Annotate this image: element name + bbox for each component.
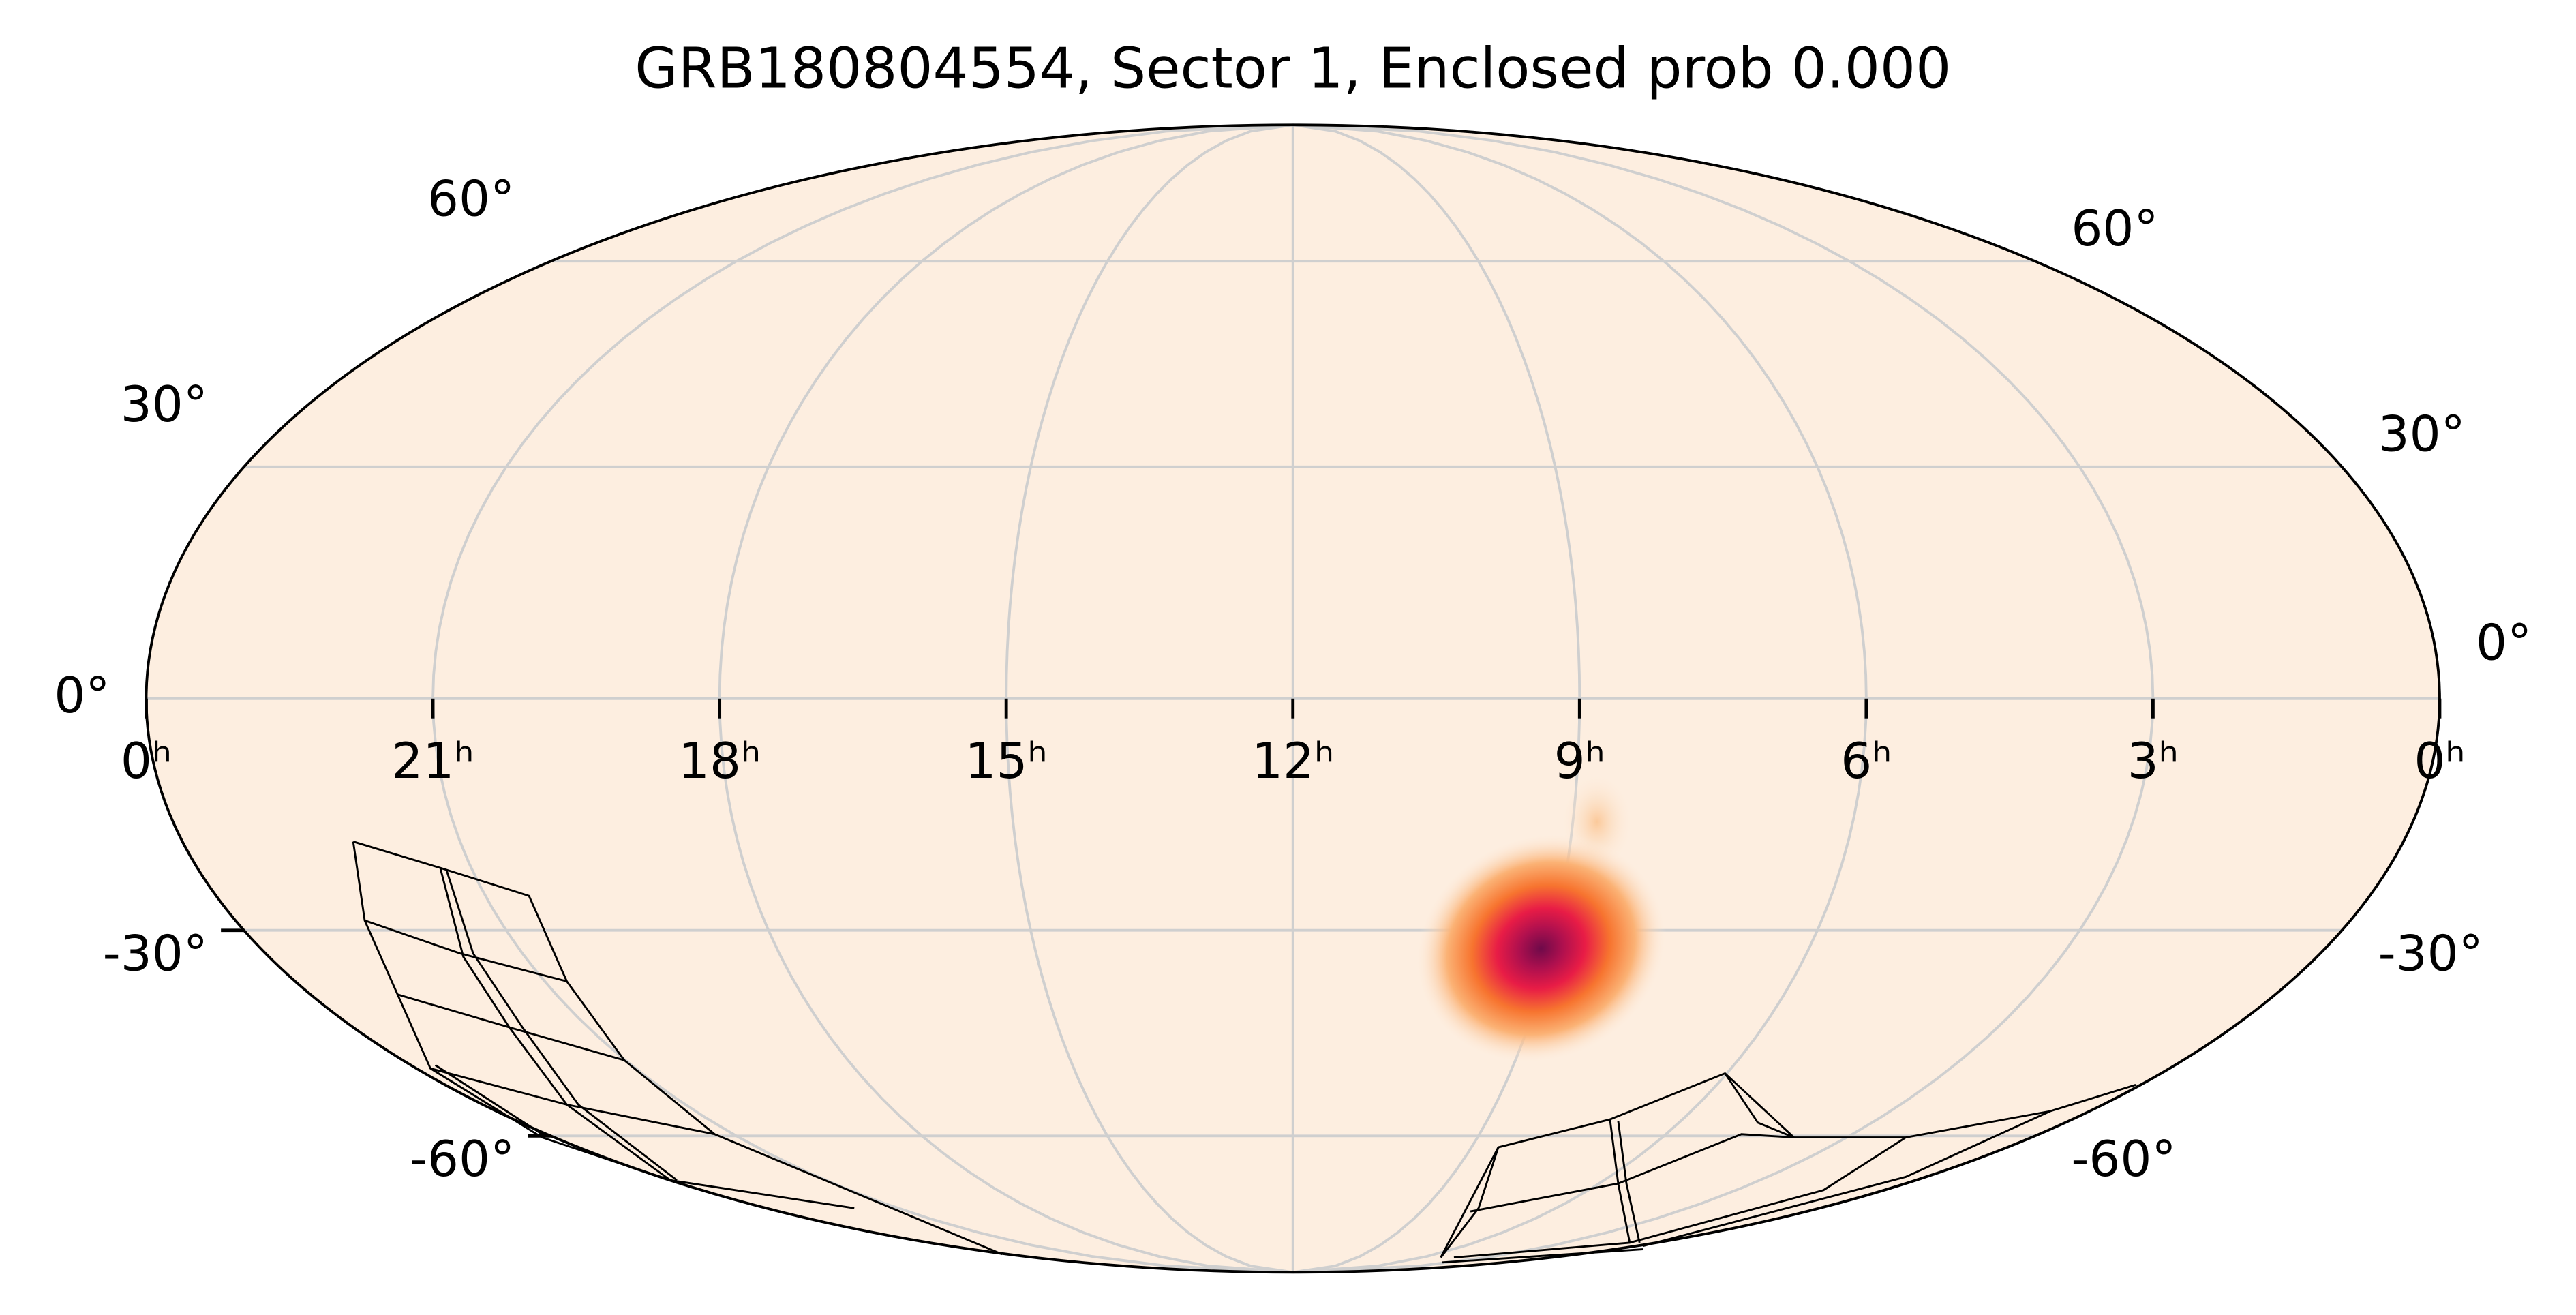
x-tick-label: 0ʰ: [2414, 733, 2465, 790]
x-tick-label: 6ʰ: [1840, 733, 1892, 790]
y-tick-label: 60°: [2071, 200, 2158, 258]
x-tick-label: 15ʰ: [965, 733, 1048, 790]
x-tick-label: 12ʰ: [1252, 733, 1334, 790]
y-tick-label: -30°: [2378, 925, 2483, 982]
y-tick-label: -30°: [103, 925, 208, 982]
x-tick-label: 18ʰ: [678, 733, 761, 790]
x-tick-label: 0ʰ: [121, 733, 172, 790]
chart-title: GRB180804554, Sector 1, Enclosed prob 0.…: [635, 37, 1951, 102]
probability-peak: [1415, 833, 1667, 1063]
x-tick-label: 21ʰ: [391, 733, 474, 790]
y-tick-label: 30°: [2378, 406, 2466, 463]
y-tick-label: -60°: [410, 1131, 515, 1188]
y-tick-label: 0°: [2476, 615, 2532, 672]
y-tick-label: 30°: [121, 376, 208, 434]
y-tick-label: -60°: [2071, 1131, 2176, 1188]
y-tick-label: 0°: [54, 667, 110, 725]
y-tick-label: 60°: [427, 170, 515, 228]
footprints: [352, 841, 2136, 1264]
x-tick-label: 3ʰ: [2127, 733, 2179, 790]
x-tick-label: 9ʰ: [1554, 733, 1605, 790]
